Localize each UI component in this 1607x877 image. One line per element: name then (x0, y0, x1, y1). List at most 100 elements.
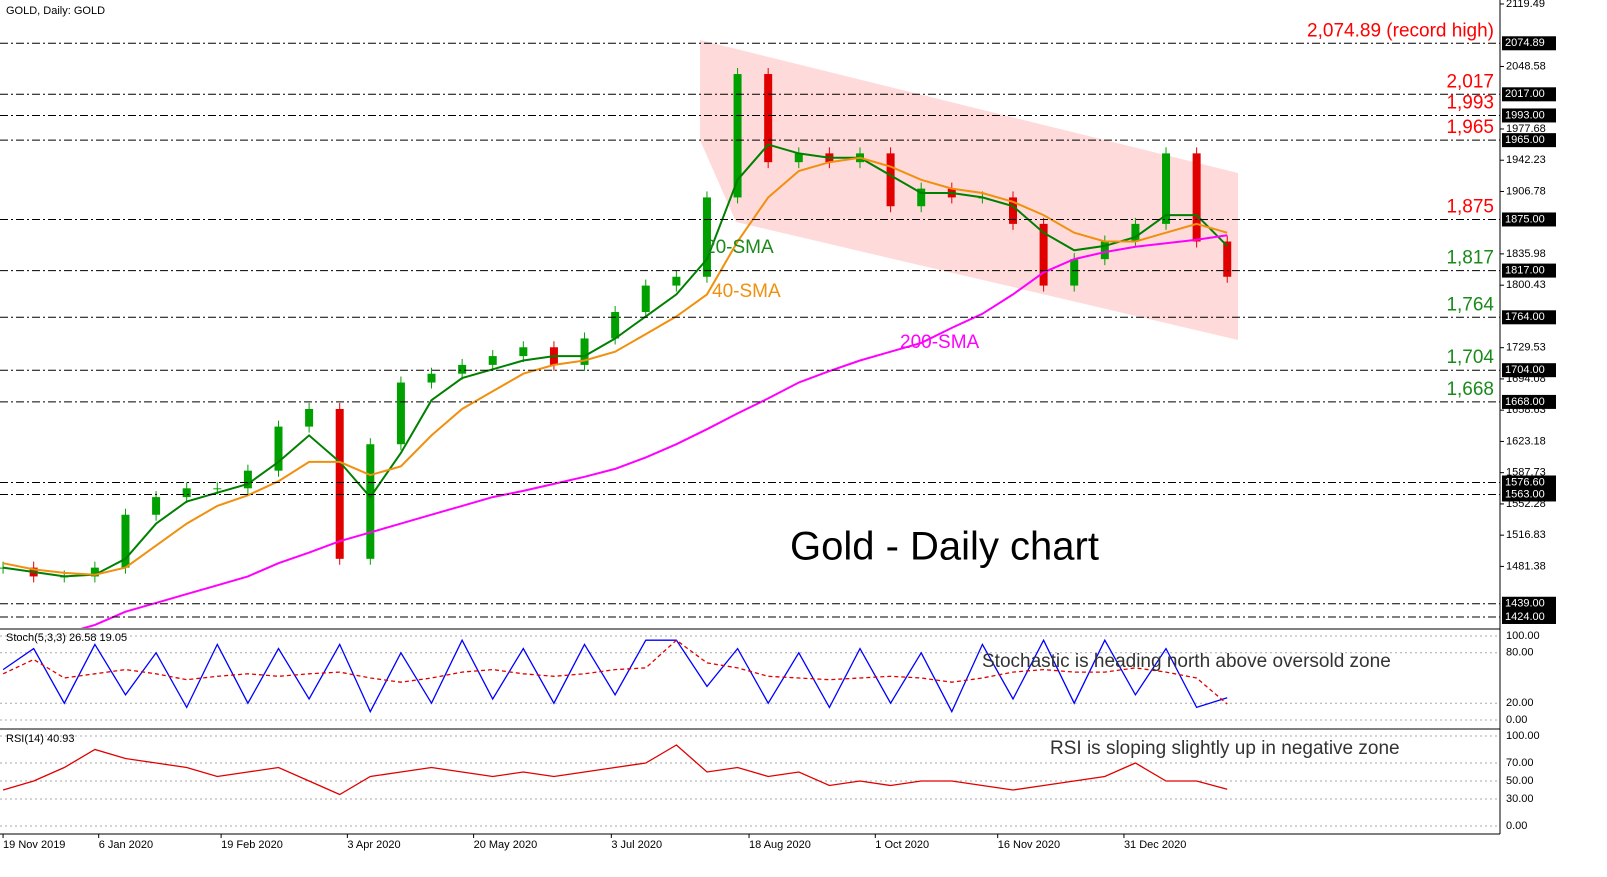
level-label: 2,074.89 (record high) (1307, 20, 1494, 41)
level-box (1502, 212, 1556, 227)
candle (886, 153, 895, 207)
level-box (1502, 609, 1556, 624)
level-box (1502, 263, 1556, 278)
candle (1131, 223, 1140, 242)
candle (121, 514, 130, 568)
level-label: 1,965 (1446, 117, 1494, 138)
header: GOLD, Daily: GOLD (6, 5, 105, 17)
x-tick-label: 6 Jan 2020 (99, 839, 153, 851)
level-axis-label: 1424.00 (1505, 611, 1545, 623)
level-axis-label: 1563.00 (1505, 488, 1545, 500)
level-label: 2,017 (1446, 71, 1494, 92)
stoch-label: Stoch(5,3,3) 26.58 19.05 (6, 632, 127, 644)
x-tick-label: 19 Feb 2020 (221, 839, 283, 851)
x-tick-label: 19 Nov 2019 (3, 839, 65, 851)
y-tick-label: 1977.68 (1506, 123, 1546, 135)
sma-line (2, 143, 1228, 578)
y-tick-label: 0.00 (1506, 820, 1527, 832)
y-tick-label: 1623.18 (1506, 435, 1546, 447)
y-tick-label: 1906.78 (1506, 185, 1546, 197)
annotation: 40-SMA (712, 281, 781, 302)
level-axis-label: 1875.00 (1505, 213, 1545, 225)
stoch-line (2, 639, 1228, 705)
y-tick-label: 2119.49 (1506, 0, 1545, 10)
y-tick-label: 1481.38 (1506, 560, 1546, 572)
x-tick-label: 31 Dec 2020 (1124, 839, 1186, 851)
candle (611, 312, 620, 339)
level-label: 1,817 (1446, 248, 1494, 269)
level-axis-label: 1817.00 (1505, 264, 1545, 276)
candle (1009, 197, 1018, 224)
candle (764, 74, 773, 163)
level-label: 1,764 (1446, 294, 1494, 315)
candle (641, 285, 650, 313)
level-label: 1,875 (1446, 196, 1494, 217)
x-tick-label: 3 Jul 2020 (611, 839, 662, 851)
level-box (1502, 133, 1556, 148)
y-tick-label: 100.00 (1506, 630, 1540, 642)
x-tick-label: 1 Oct 2020 (875, 839, 929, 851)
candle (1192, 153, 1201, 242)
sma-line (80, 234, 1228, 628)
level-box (1502, 87, 1556, 102)
level-axis-label: 1439.00 (1505, 598, 1545, 610)
level-box (1502, 596, 1556, 611)
candle (1070, 259, 1079, 286)
candle (1039, 223, 1048, 286)
level-box (1502, 487, 1556, 502)
y-tick-label: 100.00 (1506, 730, 1540, 742)
stoch-line (2, 638, 1228, 714)
candle (90, 567, 99, 577)
level-box (1502, 36, 1556, 51)
candle (274, 426, 283, 471)
annotation: 20-SMA (705, 237, 774, 258)
level-axis-label: 1965.00 (1505, 134, 1545, 146)
y-tick-label: 1835.98 (1506, 248, 1546, 260)
level-label: 1,993 (1446, 92, 1494, 113)
candle (1223, 241, 1232, 277)
level-box (1502, 363, 1556, 378)
rsi-line (2, 744, 1228, 796)
candle (335, 408, 344, 559)
candle (580, 338, 589, 365)
y-tick-label: 1729.53 (1506, 342, 1546, 354)
annotation: 200-SMA (900, 332, 980, 353)
x-tick-label: 16 Nov 2020 (998, 839, 1060, 851)
candle (458, 364, 467, 374)
y-tick-label: 70.00 (1506, 757, 1534, 769)
x-tick-label: 3 Apr 2020 (347, 839, 400, 851)
candle (1100, 241, 1109, 260)
y-tick-label: 1516.83 (1506, 529, 1546, 541)
level-label: 1,668 (1446, 379, 1494, 400)
y-tick-label: 2048.58 (1506, 60, 1546, 72)
sma-line (2, 156, 1228, 576)
level-axis-label: 1993.00 (1505, 109, 1545, 121)
candle (519, 347, 528, 357)
rsi-note: RSI is sloping slightly up in negative z… (1050, 738, 1400, 759)
level-axis-label: 1704.00 (1505, 364, 1545, 376)
candle (733, 74, 742, 198)
x-tick-label: 18 Aug 2020 (749, 839, 811, 851)
candle (427, 373, 436, 383)
level-box (1502, 108, 1556, 123)
y-tick-label: 0.00 (1506, 714, 1527, 726)
candle (243, 470, 252, 489)
candle (917, 188, 926, 207)
y-tick-label: 50.00 (1506, 775, 1534, 787)
level-axis-label: 1576.60 (1505, 476, 1545, 488)
main-plot (0, 68, 1232, 628)
candle (396, 382, 405, 445)
level-axis-label: 2017.00 (1505, 88, 1545, 100)
chart-title: Gold - Daily chart (790, 525, 1099, 569)
y-tick-label: 30.00 (1506, 793, 1534, 805)
candle (488, 356, 497, 365)
candle (672, 276, 681, 286)
candle (182, 488, 191, 498)
y-tick-label: 1942.23 (1506, 154, 1546, 166)
y-tick-label: 1800.43 (1506, 279, 1546, 291)
rsi-label: RSI(14) 40.93 (6, 733, 74, 745)
candle (213, 488, 222, 490)
candle (702, 197, 711, 277)
